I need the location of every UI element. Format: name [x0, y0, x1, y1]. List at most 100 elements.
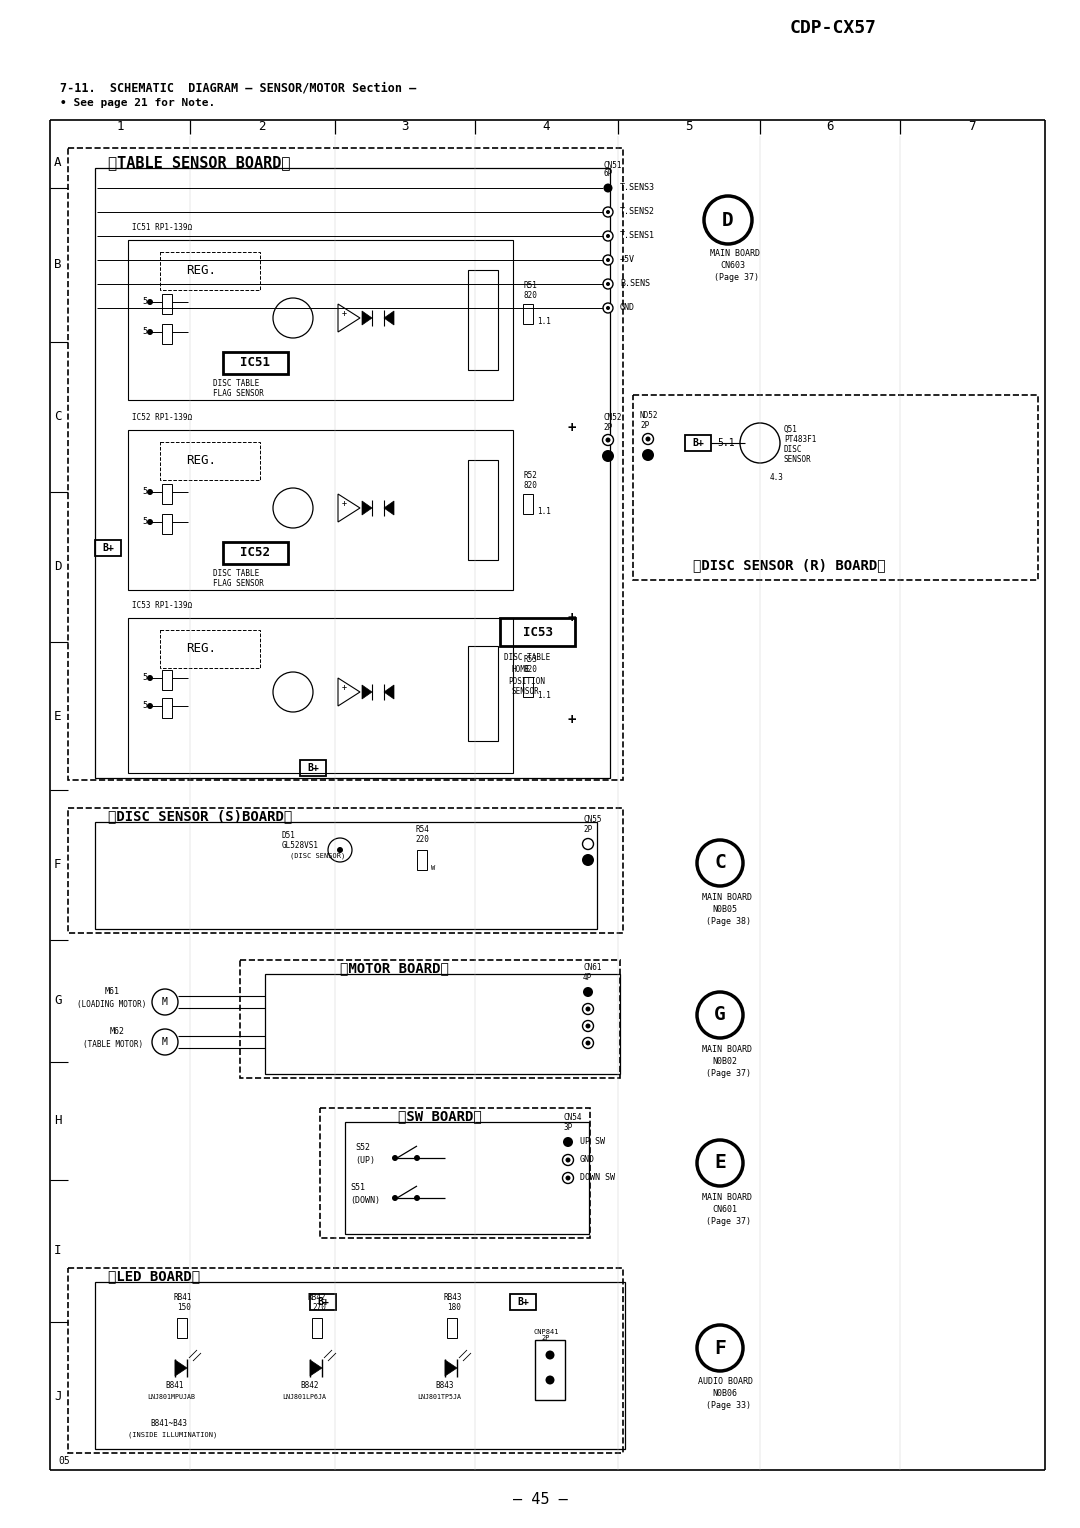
Text: REG.: REG. — [186, 264, 216, 278]
Text: CN51: CN51 — [603, 162, 621, 171]
Circle shape — [603, 255, 613, 264]
Text: B841: B841 — [165, 1381, 184, 1390]
Bar — [523, 494, 534, 513]
Circle shape — [603, 434, 613, 446]
Text: R51: R51 — [523, 281, 537, 290]
Text: RB41: RB41 — [173, 1294, 191, 1302]
Text: 5: 5 — [685, 121, 692, 133]
Text: 2: 2 — [258, 121, 266, 133]
Text: 180: 180 — [447, 1303, 461, 1313]
Text: (UP): (UP) — [355, 1155, 375, 1164]
Circle shape — [697, 840, 743, 886]
Text: B843: B843 — [435, 1381, 454, 1390]
Bar — [162, 324, 172, 344]
Circle shape — [147, 299, 153, 306]
Circle shape — [337, 847, 343, 853]
Text: FLAG SENSOR: FLAG SENSOR — [213, 579, 264, 588]
Text: 5: 5 — [141, 701, 147, 711]
Text: (Page 37): (Page 37) — [714, 274, 759, 283]
Text: M: M — [162, 996, 167, 1007]
Polygon shape — [384, 501, 394, 515]
Text: 7: 7 — [969, 121, 975, 133]
Text: R53: R53 — [523, 654, 537, 663]
Bar — [468, 646, 498, 741]
Circle shape — [273, 298, 313, 338]
Text: IC51: IC51 — [240, 356, 270, 370]
Text: D51: D51 — [282, 831, 296, 840]
Text: (TABLE MOTOR): (TABLE MOTOR) — [83, 1039, 144, 1048]
Circle shape — [582, 1038, 594, 1048]
Text: J: J — [54, 1389, 62, 1403]
Text: REG.: REG. — [186, 454, 216, 468]
Text: I: I — [54, 1244, 62, 1258]
Circle shape — [697, 992, 743, 1038]
Circle shape — [606, 234, 610, 238]
Text: CNP841: CNP841 — [534, 1329, 558, 1335]
Text: REG.: REG. — [186, 642, 216, 656]
Bar — [68, 1268, 623, 1453]
Polygon shape — [384, 312, 394, 325]
Text: 5: 5 — [141, 298, 147, 307]
Circle shape — [606, 283, 610, 286]
Text: 5: 5 — [141, 327, 147, 336]
Circle shape — [604, 183, 612, 193]
Circle shape — [697, 1325, 743, 1371]
Text: B842: B842 — [300, 1381, 319, 1390]
Text: – 45 –: – 45 – — [513, 1493, 567, 1508]
Text: 3P: 3P — [563, 1123, 572, 1132]
Text: 3: 3 — [402, 121, 408, 133]
Text: 【SW BOARD】: 【SW BOARD】 — [399, 1109, 482, 1123]
Bar — [535, 1340, 565, 1400]
Text: C: C — [54, 411, 62, 423]
Circle shape — [643, 434, 653, 445]
Bar — [320, 1108, 590, 1238]
Text: F: F — [54, 859, 62, 871]
Text: M61: M61 — [105, 987, 120, 996]
Circle shape — [582, 1021, 594, 1031]
Text: DISC: DISC — [784, 446, 802, 454]
Text: 6: 6 — [826, 121, 834, 133]
Polygon shape — [362, 312, 372, 325]
Polygon shape — [310, 1360, 322, 1377]
Text: E: E — [54, 709, 62, 723]
Bar — [95, 168, 610, 778]
Text: 【DISC SENSOR (R) BOARD】: 【DISC SENSOR (R) BOARD】 — [693, 558, 886, 571]
Circle shape — [152, 989, 178, 1015]
Text: (LOADING MOTOR): (LOADING MOTOR) — [77, 999, 147, 1008]
Circle shape — [545, 1375, 554, 1384]
Bar — [162, 698, 172, 718]
Circle shape — [414, 1155, 420, 1161]
Text: (DOWN): (DOWN) — [350, 1195, 380, 1204]
Bar — [300, 759, 326, 776]
Polygon shape — [362, 501, 372, 515]
Text: T.SENS2: T.SENS2 — [620, 208, 654, 217]
Text: FLAG SENSOR: FLAG SENSOR — [213, 390, 264, 399]
Bar — [222, 351, 288, 374]
Circle shape — [606, 258, 610, 261]
Text: R52: R52 — [523, 472, 537, 480]
Text: HOME: HOME — [512, 666, 530, 674]
Text: 2P: 2P — [583, 825, 592, 834]
Text: +: + — [342, 683, 347, 692]
Text: (INSIDE ILLUMINATION): (INSIDE ILLUMINATION) — [129, 1432, 217, 1438]
Circle shape — [563, 1155, 573, 1166]
Text: W: W — [431, 865, 435, 871]
Text: E: E — [714, 1154, 726, 1172]
Circle shape — [273, 487, 313, 529]
Text: B+: B+ — [692, 439, 704, 448]
Circle shape — [585, 1041, 591, 1045]
Text: G: G — [54, 995, 62, 1007]
Text: +: + — [568, 714, 577, 727]
Circle shape — [566, 1175, 570, 1181]
Text: 270: 270 — [312, 1303, 326, 1313]
Text: ND52: ND52 — [640, 411, 659, 420]
Circle shape — [606, 437, 610, 443]
Text: (Page 33): (Page 33) — [706, 1401, 751, 1410]
Text: T.SENS1: T.SENS1 — [620, 232, 654, 240]
Polygon shape — [384, 685, 394, 698]
Circle shape — [603, 231, 613, 241]
Bar — [265, 973, 620, 1074]
Circle shape — [545, 1351, 554, 1360]
Text: RB43: RB43 — [443, 1294, 461, 1302]
Text: DOWN SW: DOWN SW — [580, 1174, 615, 1183]
